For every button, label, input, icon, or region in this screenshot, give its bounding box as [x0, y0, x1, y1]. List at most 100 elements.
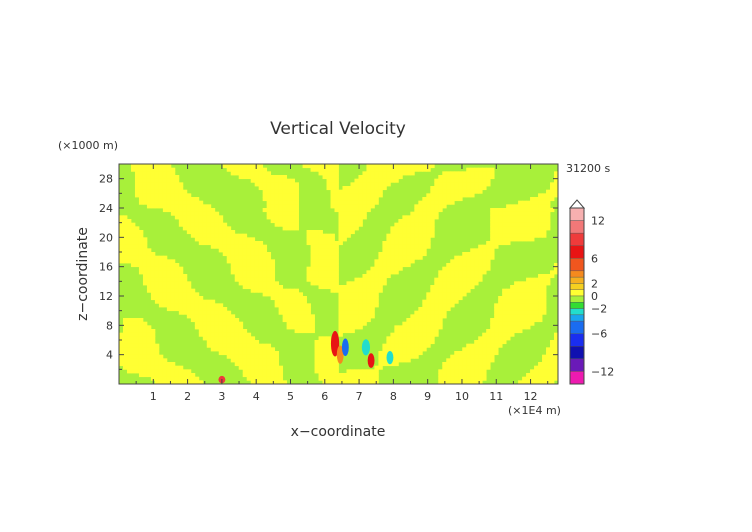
field-cell — [478, 369, 483, 374]
field-cell — [410, 164, 415, 169]
field-cell — [490, 226, 495, 231]
field-cell — [334, 288, 339, 293]
field-cell — [342, 222, 347, 227]
field-cell — [402, 321, 407, 326]
field-cell — [158, 362, 164, 367]
field-cell — [202, 219, 208, 224]
field-cell — [234, 329, 240, 334]
field-cell — [198, 233, 204, 238]
field-cell — [382, 274, 387, 279]
field-cell — [538, 230, 543, 235]
field-cell — [158, 263, 164, 268]
field-cell — [198, 303, 204, 308]
field-cell — [422, 310, 427, 315]
field-cell — [534, 292, 539, 297]
field-cell — [162, 380, 168, 385]
field-cell — [194, 376, 200, 381]
field-cell — [142, 248, 148, 253]
colorbar-tick-label: 6 — [591, 252, 598, 265]
field-cell — [342, 211, 347, 216]
field-cell — [142, 365, 148, 370]
field-cell — [514, 211, 519, 216]
field-cell — [362, 182, 367, 187]
field-cell — [314, 263, 319, 268]
field-cell — [178, 197, 184, 202]
field-cell — [550, 380, 555, 385]
field-cell — [446, 277, 451, 282]
field-cell — [514, 288, 519, 293]
field-cell — [350, 186, 355, 191]
field-cell — [210, 343, 216, 348]
field-cell — [438, 380, 443, 385]
field-cell — [330, 252, 335, 257]
field-cell — [334, 186, 339, 191]
field-cell — [166, 277, 172, 282]
field-cell — [382, 175, 387, 180]
field-cell — [442, 281, 447, 286]
field-cell — [222, 248, 228, 253]
field-cell — [226, 314, 232, 319]
field-cell — [494, 307, 499, 312]
field-cell — [394, 259, 399, 264]
field-cell — [130, 241, 136, 246]
field-cell — [306, 321, 311, 326]
field-cell — [142, 237, 148, 242]
field-cell — [410, 222, 415, 227]
field-cell — [526, 200, 531, 205]
field-cell — [206, 211, 212, 216]
field-cell — [450, 358, 455, 363]
field-cell — [170, 376, 176, 381]
field-cell — [542, 296, 547, 301]
field-cell — [234, 358, 240, 363]
field-cell — [398, 351, 403, 356]
field-cell — [422, 237, 427, 242]
field-cell — [526, 325, 531, 330]
field-cell — [338, 296, 343, 301]
field-cell — [326, 266, 331, 271]
field-cell — [522, 296, 527, 301]
field-cell — [502, 233, 507, 238]
field-cell — [494, 332, 499, 337]
field-cell — [370, 266, 375, 271]
field-cell — [526, 296, 531, 301]
field-cell — [526, 230, 531, 235]
field-cell — [134, 182, 140, 187]
field-cell — [174, 186, 180, 191]
x-tick-label: 1 — [150, 390, 157, 403]
field-cell — [270, 182, 276, 187]
field-cell — [134, 263, 140, 268]
field-cell — [318, 263, 323, 268]
field-cell — [446, 281, 451, 286]
field-cell — [502, 296, 507, 301]
field-cell — [506, 329, 511, 334]
field-cell — [394, 237, 399, 242]
field-cell — [422, 244, 427, 249]
field-cell — [470, 358, 475, 363]
field-cell — [214, 340, 220, 345]
field-cell — [234, 321, 240, 326]
field-cell — [242, 233, 248, 238]
field-cell — [390, 270, 395, 275]
field-cell — [458, 259, 463, 264]
field-cell — [294, 321, 299, 326]
field-cell — [262, 288, 268, 293]
field-cell — [446, 266, 451, 271]
field-cell — [382, 244, 387, 249]
field-cell — [358, 175, 363, 180]
field-cell — [322, 285, 327, 290]
field-cell — [254, 354, 260, 359]
field-cell — [454, 178, 459, 183]
field-cell — [182, 380, 188, 385]
field-cell — [294, 211, 299, 216]
field-cell — [202, 204, 208, 209]
field-cell — [154, 365, 160, 370]
field-cell — [226, 255, 232, 260]
field-cell — [454, 373, 459, 378]
field-cell — [170, 175, 176, 180]
field-cell — [358, 285, 363, 290]
y-tick-label: 16 — [99, 261, 113, 274]
field-cell — [119, 241, 124, 246]
field-cell — [366, 373, 371, 378]
field-cell — [478, 248, 483, 253]
field-cell — [186, 296, 192, 301]
